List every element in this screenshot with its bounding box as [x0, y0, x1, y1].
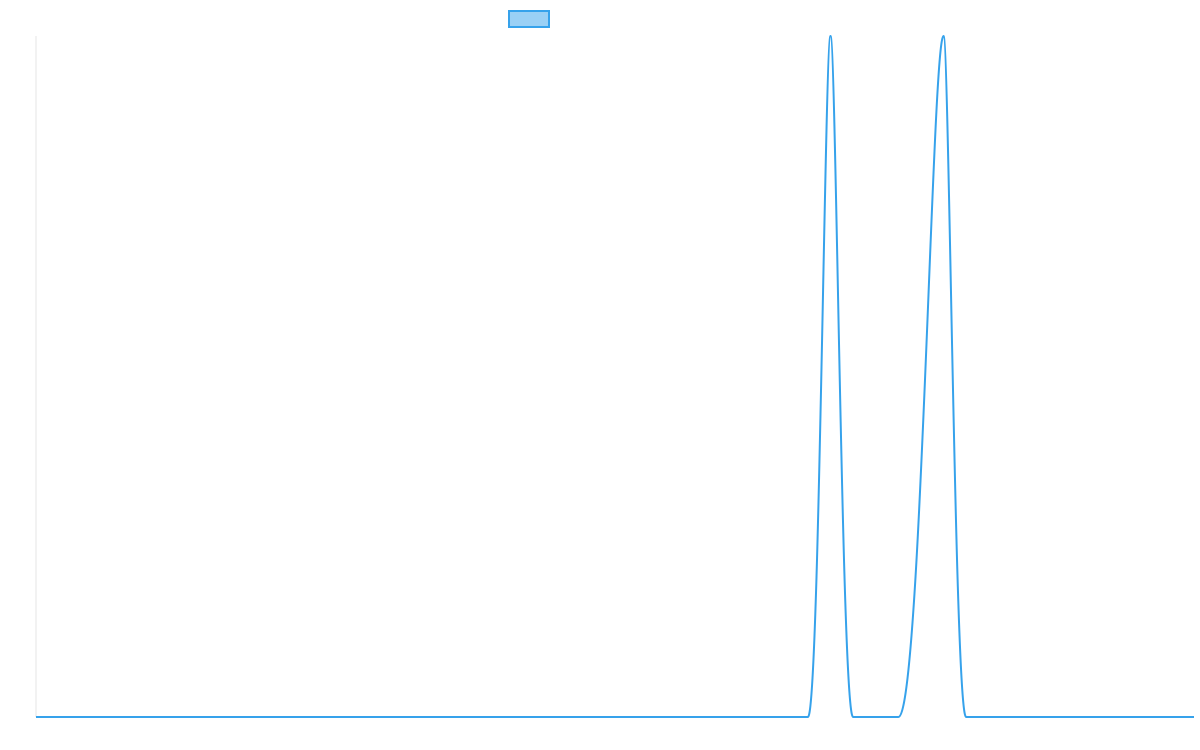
data-point[interactable]: [1191, 714, 1197, 720]
data-point[interactable]: [941, 33, 947, 39]
data-point[interactable]: [805, 714, 811, 720]
series-layer: [33, 33, 1197, 720]
chart-legend[interactable]: [508, 10, 556, 28]
data-point[interactable]: [895, 714, 901, 720]
data-point[interactable]: [828, 33, 834, 39]
data-point[interactable]: [33, 714, 39, 720]
data-point[interactable]: [850, 714, 856, 720]
series-line: [36, 35, 1194, 718]
legend-swatch[interactable]: [508, 10, 550, 28]
data-point[interactable]: [963, 714, 969, 720]
